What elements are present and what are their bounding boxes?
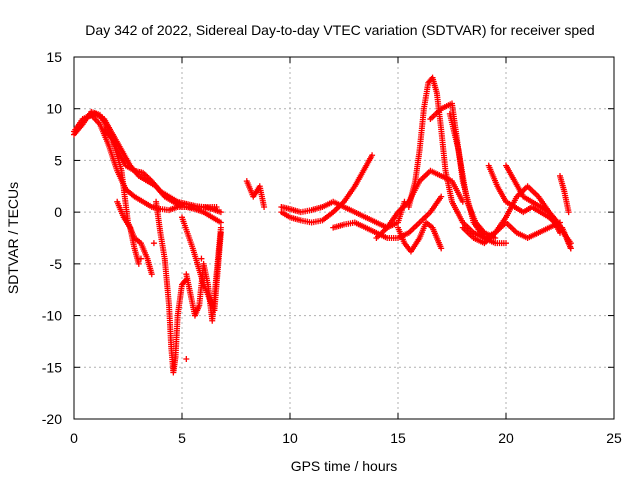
- data-point: [369, 152, 376, 159]
- y-tick-label: -15: [42, 359, 62, 375]
- y-tick-label: -5: [50, 256, 63, 272]
- data-point: [135, 260, 142, 267]
- data-point: [183, 356, 190, 363]
- x-tick-label: 5: [178, 430, 186, 446]
- plot-frame: [73, 56, 615, 420]
- data-point: [492, 235, 499, 241]
- y-tick-label: 15: [46, 49, 62, 65]
- y-tick-label: -20: [42, 411, 62, 427]
- tick-labels: 0 5 10 15 20 25 -20 -15 -10 -5 0 5 10 15: [42, 49, 622, 446]
- data-point: [565, 209, 572, 216]
- data-point: [150, 240, 157, 247]
- x-axis-label: GPS time / hours: [291, 458, 398, 474]
- y-tick-label: 10: [46, 101, 62, 117]
- y-tick-label: -10: [42, 308, 62, 324]
- chart-title: Day 342 of 2022, Sidereal Day-to-day VTE…: [85, 22, 594, 38]
- data-point: [217, 209, 224, 216]
- data-points: [71, 74, 574, 376]
- data-point: [217, 219, 224, 226]
- data-point: [148, 271, 155, 278]
- x-tick-label: 25: [606, 430, 622, 446]
- x-tick-label: 0: [70, 430, 78, 446]
- data-point: [438, 193, 445, 200]
- data-point: [261, 203, 268, 210]
- x-tick-label: 20: [498, 430, 514, 446]
- data-point: [213, 203, 220, 210]
- y-tick-label: 0: [54, 204, 62, 220]
- x-tick-label: 10: [282, 430, 298, 446]
- data-point: [557, 219, 563, 226]
- data-point: [438, 245, 445, 252]
- data-point: [198, 255, 205, 262]
- data-point: [503, 240, 509, 247]
- y-axis-label: SDTVAR / TECUs: [5, 182, 21, 294]
- y-tick-label: 5: [54, 152, 62, 168]
- data-point: [217, 229, 224, 236]
- data-point: [567, 245, 574, 252]
- grid: [74, 57, 614, 419]
- data-point: [137, 255, 144, 262]
- x-tick-label: 15: [390, 430, 406, 446]
- data-point: [217, 224, 224, 231]
